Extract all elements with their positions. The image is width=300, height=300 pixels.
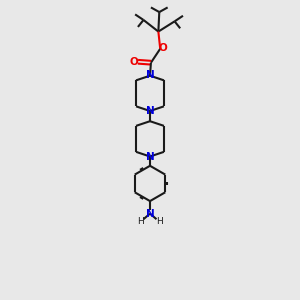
Text: O: O (159, 43, 167, 53)
Text: H: H (156, 217, 163, 226)
Text: N: N (146, 152, 155, 162)
Text: O: O (129, 57, 138, 67)
Text: N: N (146, 106, 155, 116)
Text: N: N (146, 70, 155, 80)
Text: N: N (146, 208, 154, 219)
Text: H: H (137, 217, 144, 226)
